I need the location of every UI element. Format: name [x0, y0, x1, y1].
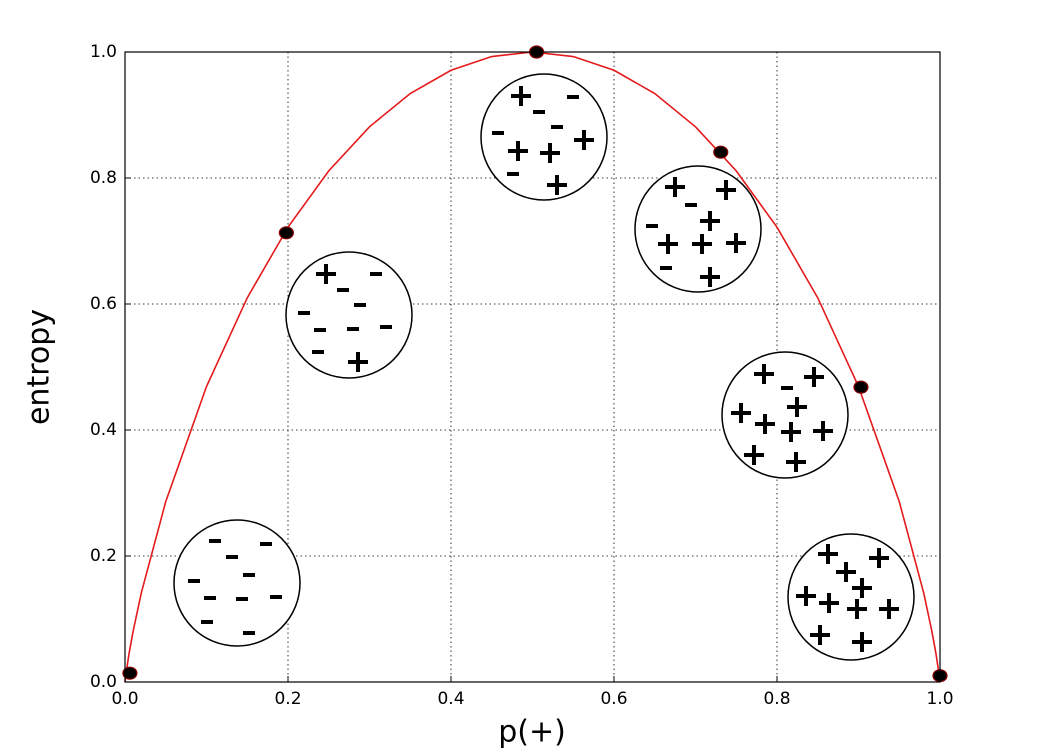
plus-icon [316, 264, 336, 284]
plus-icon [574, 130, 594, 150]
plus-icon [847, 599, 867, 619]
y-tick-label: 0.6 [90, 294, 117, 314]
x-tick-label: 0.6 [600, 689, 627, 709]
plus-icon [658, 234, 678, 254]
sample-group [285, 251, 413, 379]
y-tick-label: 0.2 [90, 546, 117, 566]
plus-icon [511, 86, 531, 106]
plus-icon [348, 352, 368, 372]
plus-icon [700, 211, 720, 231]
plus-icon [726, 233, 746, 253]
x-tick-label: 0.4 [437, 689, 464, 709]
plus-icon [692, 234, 712, 254]
data-point [122, 666, 138, 680]
plus-icon [879, 599, 899, 619]
plus-icon [836, 562, 856, 582]
plus-icon [665, 177, 685, 197]
x-tick-label: 1.0 [926, 689, 953, 709]
plus-icon [787, 397, 807, 417]
data-point [713, 145, 729, 159]
sample-circle [480, 73, 608, 201]
sample-circle [285, 251, 413, 379]
sample-circle [634, 165, 762, 293]
data-point [853, 380, 869, 394]
y-tick-label: 0.4 [90, 420, 117, 440]
sample-group [480, 73, 608, 201]
plus-icon [796, 586, 816, 606]
plus-icon [731, 403, 751, 423]
plus-icon [852, 632, 872, 652]
plus-icon [547, 175, 567, 195]
x-tick-label: 0.0 [111, 689, 138, 709]
plus-icon [810, 625, 830, 645]
sample-group [634, 165, 762, 293]
y-tick-label: 1.0 [90, 42, 117, 62]
plus-icon [804, 367, 824, 387]
plus-icon [540, 143, 560, 163]
y-tick-label: 0.8 [90, 168, 117, 188]
plus-icon [869, 548, 889, 568]
plus-icon [852, 578, 872, 598]
data-point [278, 226, 294, 240]
plus-icon [754, 364, 774, 384]
plus-icon [508, 141, 528, 161]
plus-icon [744, 445, 764, 465]
x-axis-label: p(+) [498, 715, 566, 750]
sample-group [173, 519, 301, 647]
sample-group [721, 351, 849, 479]
plus-icon [786, 452, 806, 472]
sample-circle [173, 519, 301, 647]
sample-group [787, 533, 915, 661]
plot-frame [124, 51, 941, 683]
plus-icon [781, 422, 801, 442]
x-tick-label: 0.2 [274, 689, 301, 709]
plus-icon [819, 593, 839, 613]
y-axis-label: entropy [22, 309, 57, 425]
plus-icon [818, 544, 838, 564]
plus-icon [716, 180, 736, 200]
plus-icon [700, 267, 720, 287]
x-tick-label: 0.8 [763, 689, 790, 709]
y-tick-label: 0.0 [90, 672, 117, 692]
plus-icon [755, 414, 775, 434]
plus-icon [813, 421, 833, 441]
